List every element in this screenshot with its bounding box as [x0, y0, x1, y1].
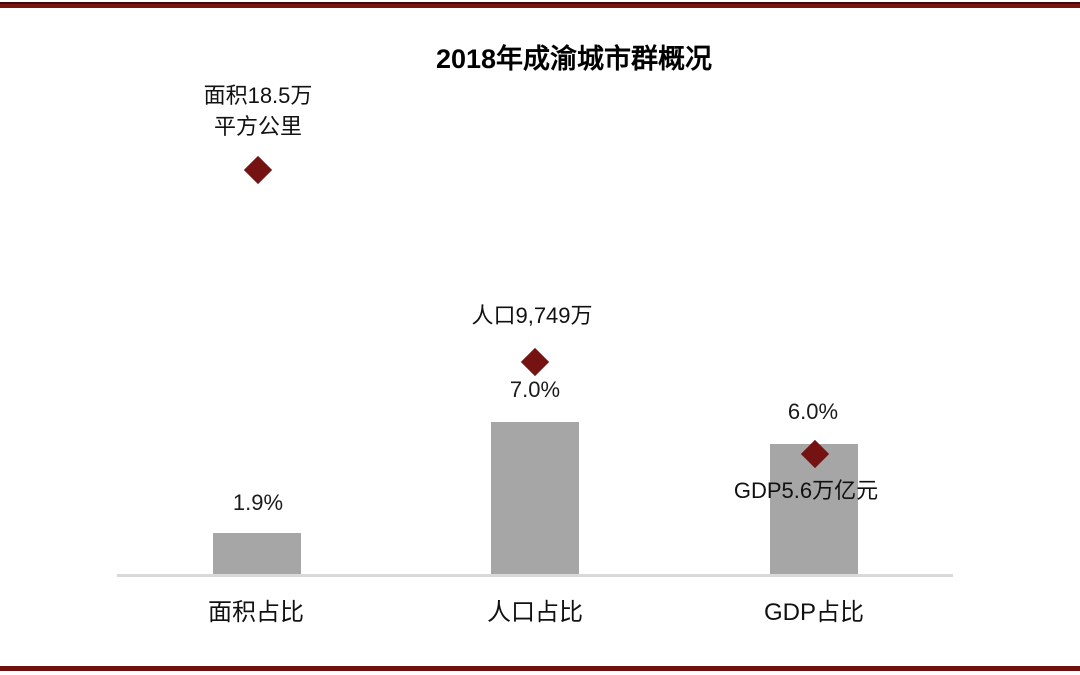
x-axis-label-area: 面积占比	[208, 599, 304, 626]
diamond-marker-area	[243, 155, 273, 185]
bar-population	[491, 422, 579, 574]
annotation-gdp: GDP5.6万亿元	[733, 478, 879, 503]
bar-area	[213, 533, 301, 574]
bar-value-label-area: 1.9%	[232, 490, 284, 515]
diamond-marker-population	[520, 347, 550, 377]
x-axis-line	[117, 574, 953, 577]
annotation-area-line2: 平方公里	[213, 114, 302, 139]
x-axis-label-gdp: GDP占比	[763, 599, 864, 626]
bottom-divider	[0, 666, 1080, 671]
annotation-area: 面积18.5万 平方公里	[148, 80, 368, 142]
x-axis-label-population: 人口占比	[487, 599, 583, 626]
chart-title: 2018年成渝城市群概况	[435, 44, 713, 74]
bar-value-label-population: 7.0%	[509, 377, 561, 402]
bar-value-label-gdp: 6.0%	[787, 399, 839, 424]
annotation-population: 人口9,749万	[471, 303, 593, 328]
annotation-area-line1: 面积18.5万	[203, 83, 313, 108]
top-divider	[0, 2, 1080, 8]
